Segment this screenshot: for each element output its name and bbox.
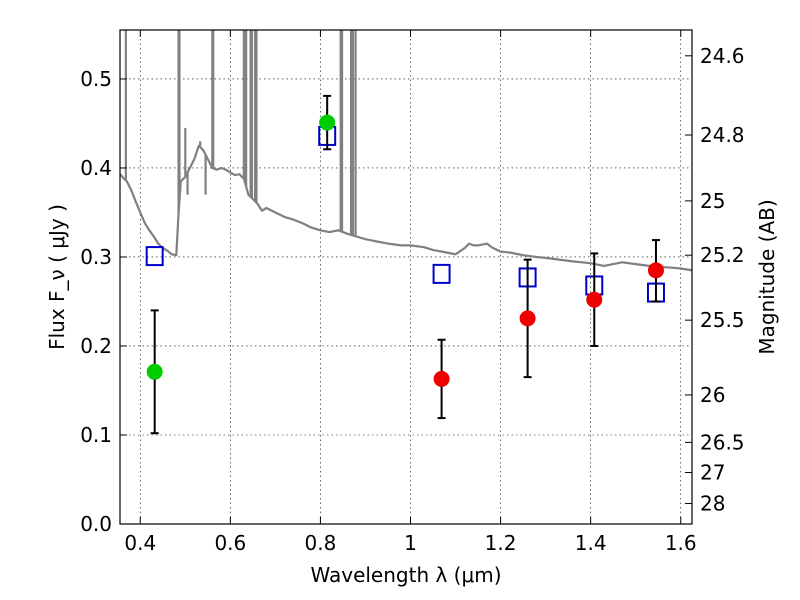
data-markers bbox=[145, 94, 665, 435]
y-axis: 0.0 0.1 0.2 0.3 0.4 0.5 bbox=[80, 67, 127, 536]
x-tick-label: 0.6 bbox=[214, 531, 246, 555]
y-tick-label: 0.2 bbox=[80, 334, 112, 358]
model-flux-square bbox=[432, 263, 451, 284]
right-tick-label: 26 bbox=[700, 383, 725, 407]
x-tick-label: 1.4 bbox=[575, 531, 607, 555]
right-tick-label: 25.5 bbox=[700, 308, 745, 332]
observed-nir-point bbox=[433, 370, 450, 387]
right-tick-label: 28 bbox=[700, 492, 725, 516]
model-spectrum bbox=[120, 30, 692, 272]
model-flux-square bbox=[145, 246, 164, 267]
y-axis-title: Flux F_ν ( μJy ) bbox=[45, 204, 69, 350]
observed-nir-point bbox=[647, 262, 664, 279]
plot-area bbox=[120, 30, 692, 524]
right-tick-label: 25.2 bbox=[700, 243, 745, 267]
right-tick-label: 24.6 bbox=[700, 44, 745, 68]
x-tick-label: 1.6 bbox=[665, 531, 697, 555]
y-tick-label: 0.4 bbox=[80, 156, 112, 180]
right-tick-label: 25 bbox=[700, 189, 725, 213]
x-tick-label: 0.8 bbox=[305, 531, 337, 555]
x-axis: 0.4 0.6 0.8 1 1.2 1.4 1.6 bbox=[124, 30, 697, 555]
x-axis-title: Wavelength λ (μm) bbox=[310, 563, 501, 587]
y-tick-label: 0.3 bbox=[80, 245, 112, 269]
spectrum-line bbox=[120, 144, 692, 272]
observed-nir-point bbox=[519, 310, 536, 327]
right-tick-label: 26.5 bbox=[700, 430, 745, 454]
right-tick-label: 27 bbox=[700, 461, 725, 485]
x-tick-label: 1 bbox=[404, 531, 417, 555]
y-tick-label: 0.5 bbox=[80, 67, 112, 91]
y-tick-label: 0.1 bbox=[80, 423, 112, 447]
observed-optical-point bbox=[319, 114, 336, 131]
right-magnitude-axis: 24.6 24.8 25 25.2 25.5 26 26.5 27 28 bbox=[685, 44, 745, 516]
right-axis-title: Magnitude (AB) bbox=[755, 199, 779, 354]
observed-nir-point bbox=[586, 291, 603, 308]
plot-frame bbox=[119, 29, 693, 525]
x-tick-label: 0.4 bbox=[124, 531, 156, 555]
y-tick-label: 0.0 bbox=[80, 512, 112, 536]
observed-optical-point bbox=[146, 363, 163, 380]
right-tick-label: 24.8 bbox=[700, 123, 745, 147]
x-tick-label: 1.2 bbox=[485, 531, 517, 555]
